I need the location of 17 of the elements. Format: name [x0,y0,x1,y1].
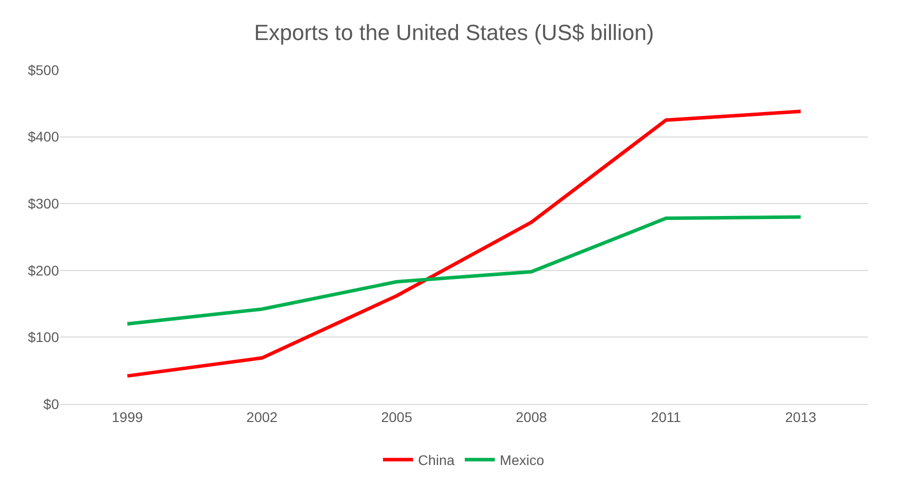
x-tick-label: 2011 [650,408,682,425]
y-tick-label: $100 [28,329,60,346]
chart-title: Exports to the United States (US$ billion) [254,20,654,45]
line-series [126,215,802,326]
legend-label: Mexico [500,452,544,468]
x-tick-label: 2008 [516,408,548,425]
y-tick-label: $500 [28,62,60,78]
x-tick-label: 2002 [246,408,278,425]
y-tick-label: $400 [28,128,60,145]
x-tick-label: 2005 [381,408,412,425]
y-tick-label: $0 [43,396,60,412]
x-tick-label: 1999 [112,408,144,425]
line-series [126,110,802,378]
legend-label: China [418,452,455,468]
y-tick-label: $200 [28,262,60,278]
y-tick-label: $300 [28,196,60,212]
x-tick-label: 2013 [785,408,816,425]
